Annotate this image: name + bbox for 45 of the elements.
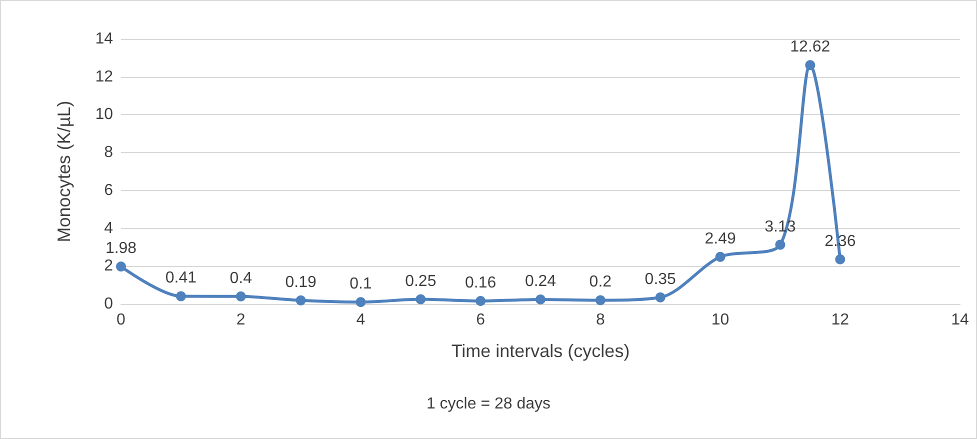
y-tick-label: 4 [104, 220, 114, 237]
data-label: 12.62 [790, 38, 830, 56]
point [176, 291, 186, 302]
y-tick-label: 12 [95, 68, 114, 86]
data-label: 0.35 [644, 270, 676, 288]
data-label: 0.19 [285, 274, 316, 291]
data-label: 0.41 [165, 270, 197, 287]
x-tick-label: 14 [951, 312, 969, 328]
y-tick-label: 10 [95, 106, 114, 124]
point [805, 60, 816, 70]
x-tick-label: 8 [596, 312, 605, 328]
text: 1 cycle = 28 days [426, 396, 551, 412]
x-tick-label: 4 [356, 312, 366, 328]
x-tick-label: 10 [711, 312, 730, 328]
x-tick-label: 2 [236, 312, 246, 328]
point [655, 292, 666, 302]
data-label: 0.16 [465, 274, 496, 292]
y-tick-label: 6 [104, 182, 114, 199]
data-label: 2.49 [704, 230, 736, 248]
data-label: 0.25 [405, 272, 436, 290]
point [356, 297, 366, 308]
point [715, 252, 726, 262]
point [536, 294, 546, 304]
point [116, 262, 126, 272]
x-tick-label: 12 [831, 312, 850, 328]
y-tick-label: 14 [95, 30, 114, 48]
y-tick-label: 2 [104, 258, 114, 275]
data-label: 0.24 [524, 272, 556, 290]
point [416, 294, 426, 304]
data-label: 0.2 [589, 274, 612, 291]
y-axis-title: Monocytes (K/µL) [54, 100, 74, 242]
y-tick-label: 0 [104, 296, 114, 312]
x-tick-label: 6 [476, 312, 486, 328]
point [835, 254, 846, 264]
x-axis-title: Time intervals (cycles) [451, 341, 630, 361]
x-tick-label: 0 [116, 312, 126, 328]
point [296, 295, 306, 306]
point [595, 295, 606, 306]
point [476, 296, 486, 306]
point [236, 291, 246, 302]
data-label: 0.1 [350, 276, 372, 293]
data-label: 0.4 [230, 270, 252, 287]
point [775, 240, 786, 250]
y-tick-label: 8 [104, 144, 114, 162]
data-label: 1.98 [105, 240, 137, 258]
